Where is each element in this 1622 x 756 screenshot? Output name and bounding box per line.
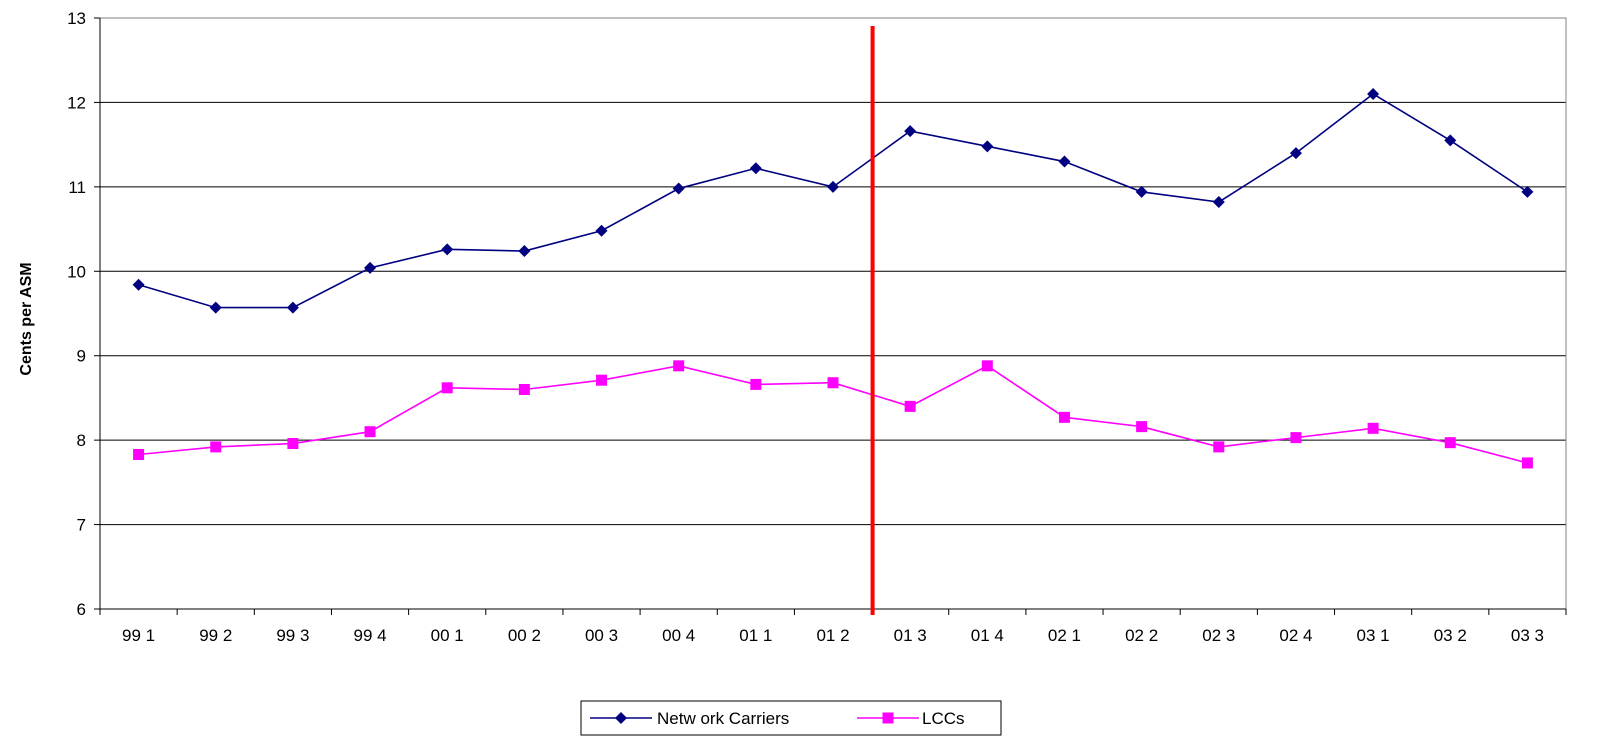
x-tick-labels: 99 1 99 2 99 3 99 4 00 1 00 2 00 3 00 4 01 1 01 2…	[122, 626, 1544, 645]
data-point-marker	[1290, 432, 1302, 444]
data-point-marker	[827, 377, 839, 389]
data-point-marker	[1136, 421, 1148, 433]
y-tick-label: 12	[67, 93, 86, 112]
data-point-marker	[1521, 185, 1534, 198]
x-tick-label: 00 4	[662, 626, 695, 645]
data-point-marker	[904, 400, 916, 412]
data-point-marker	[981, 360, 993, 372]
y-tick-label: 7	[77, 516, 86, 535]
data-point-marker	[1444, 437, 1456, 449]
y-axis-title: Cents per ASM	[18, 262, 35, 375]
axes	[94, 17, 1567, 615]
y-tick-label: 11	[68, 178, 86, 197]
x-tick-label: 99 4	[354, 626, 387, 645]
data-point-marker	[981, 140, 994, 153]
legend-label: Netw ork Carriers	[657, 709, 789, 728]
data-point-marker	[1135, 185, 1148, 198]
data-point-marker	[364, 261, 377, 274]
y-tick-labels: 6 7 8 9 10 11 12 13	[67, 9, 86, 619]
x-tick-label: 00 2	[508, 626, 541, 645]
data-point-marker	[1058, 411, 1070, 423]
x-tick-label: 99 2	[199, 626, 232, 645]
series-group	[132, 87, 1534, 469]
x-tick-label: 01 3	[894, 626, 927, 645]
data-point-marker	[673, 360, 685, 372]
legend-marker	[882, 712, 894, 724]
data-point-marker	[749, 162, 762, 175]
data-point-marker	[210, 441, 222, 453]
x-tick-label: 01 4	[971, 626, 1004, 645]
x-tick-label: 01 1	[739, 626, 772, 645]
data-point-marker	[364, 426, 376, 438]
x-tick-label: 02 3	[1202, 626, 1235, 645]
data-point-marker	[441, 243, 454, 256]
x-tick-label: 02 4	[1279, 626, 1312, 645]
data-point-marker	[1289, 147, 1302, 160]
y-tick-label: 9	[77, 347, 86, 366]
data-point-marker	[1212, 196, 1225, 209]
data-point-marker	[1444, 134, 1457, 147]
data-point-marker	[1213, 441, 1225, 453]
data-point-marker	[904, 125, 917, 138]
data-point-marker	[827, 180, 839, 193]
x-tick-label: 02 2	[1125, 626, 1158, 645]
data-point-marker	[1367, 87, 1380, 100]
x-tick-label: 01 2	[816, 626, 849, 645]
data-point-marker	[750, 378, 762, 390]
y-tick-label: 10	[67, 262, 86, 281]
data-point-marker	[1058, 155, 1071, 168]
data-point-marker	[286, 301, 299, 314]
y-tick-label: 6	[77, 600, 86, 619]
data-point-marker	[672, 182, 685, 195]
legend-marker	[615, 712, 627, 724]
data-point-marker	[441, 382, 453, 394]
data-point-marker	[596, 374, 608, 386]
x-tick-label: 99 1	[122, 626, 155, 645]
legend: Netw ork Carriers LCCs	[580, 700, 1002, 736]
x-tick-label: 03 1	[1357, 626, 1390, 645]
y-tick-label: 8	[77, 431, 86, 450]
data-point-marker	[209, 301, 222, 314]
data-point-marker	[518, 245, 531, 258]
gridlines	[100, 101, 1566, 526]
data-point-marker	[1521, 457, 1533, 469]
x-tick-label: 00 1	[431, 626, 464, 645]
data-point-marker	[518, 383, 530, 395]
data-point-marker	[133, 448, 145, 460]
series-line	[138, 93, 1528, 309]
x-tick-label: 99 3	[276, 626, 309, 645]
y-tick-label: 13	[67, 9, 86, 28]
x-tick-label: 00 3	[585, 626, 618, 645]
x-tick-label: 03 3	[1511, 626, 1544, 645]
data-point-marker	[1367, 422, 1379, 434]
legend-label: LCCs	[922, 709, 965, 728]
data-point-marker	[287, 438, 299, 450]
plot-area-border	[99, 17, 1567, 610]
data-point-marker	[595, 224, 608, 237]
data-point-marker	[132, 278, 145, 291]
x-tick-label: 03 2	[1434, 626, 1467, 645]
x-tick-label: 02 1	[1048, 626, 1081, 645]
